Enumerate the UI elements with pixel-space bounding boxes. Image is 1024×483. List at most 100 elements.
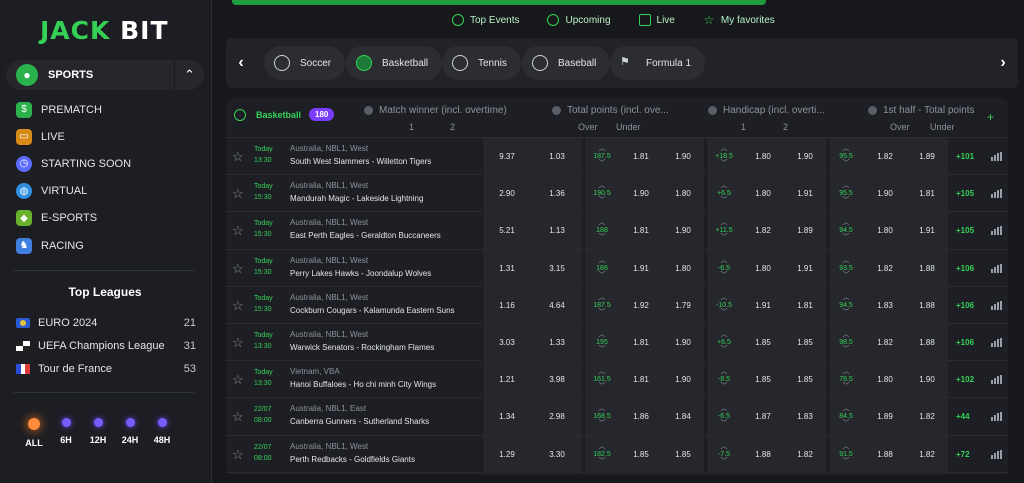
chevron-down-icon[interactable]: ﹀ bbox=[842, 308, 850, 316]
odd-half-under[interactable]: 1.90 bbox=[919, 375, 935, 385]
handicap-line-stepper[interactable]: ︿ +11.5 ﹀ bbox=[715, 219, 733, 242]
stats-bars-icon[interactable] bbox=[990, 338, 1002, 347]
table-row[interactable]: ☆ Today 13:30 Australia, NBL1, West Warwick … bbox=[226, 324, 1008, 362]
chevron-up-icon[interactable]: ︿ bbox=[842, 405, 850, 413]
sport-baseball[interactable]: Baseball bbox=[522, 46, 611, 80]
handicap-line-stepper[interactable]: ︿ -7.5 ﹀ bbox=[717, 442, 731, 465]
chevron-down-icon[interactable]: ﹀ bbox=[720, 234, 728, 242]
odd-handicap-2[interactable]: 1.85 bbox=[797, 375, 813, 385]
chevron-up-icon[interactable]: ︿ bbox=[720, 368, 728, 376]
chevron-up-icon[interactable]: ︿ bbox=[598, 182, 606, 190]
odd-away[interactable]: 2.98 bbox=[549, 412, 565, 422]
chevron-down-icon[interactable]: ﹀ bbox=[842, 271, 850, 279]
league-item[interactable]: Tour de France 53 bbox=[16, 363, 196, 375]
odd-half-over[interactable]: 1.90 bbox=[877, 189, 893, 199]
odd-handicap-1[interactable]: 1.88 bbox=[755, 449, 771, 459]
handicap-line-stepper[interactable]: ︿ -6.5 ﹀ bbox=[717, 256, 731, 279]
odd-over[interactable]: 1.81 bbox=[633, 338, 649, 347]
tab-top-events[interactable]: Top Events bbox=[452, 14, 519, 26]
odd-home[interactable]: 9.37 bbox=[499, 152, 515, 161]
odd-half-over[interactable]: 1.80 bbox=[877, 226, 893, 236]
odd-over[interactable]: 1.81 bbox=[633, 152, 649, 161]
market-1st-half-total[interactable]: 1st half - Total points bbox=[868, 105, 975, 116]
chevron-up-icon[interactable]: ︿ bbox=[598, 219, 606, 227]
tab-my-favorites[interactable]: ☆ My favorites bbox=[703, 13, 775, 27]
chevron-down-icon[interactable]: ﹀ bbox=[598, 197, 606, 205]
chevron-down-icon[interactable]: ﹀ bbox=[598, 346, 606, 353]
star-icon[interactable]: ☆ bbox=[232, 297, 244, 313]
odd-half-over[interactable]: 1.88 bbox=[877, 449, 893, 459]
odd-home[interactable]: 1.16 bbox=[499, 300, 515, 310]
total-line-stepper[interactable]: ︿ 190.5 ﹀ bbox=[593, 182, 611, 205]
tab-live[interactable]: Live bbox=[638, 14, 675, 26]
time-filter-all[interactable]: ALL bbox=[18, 418, 50, 448]
league-item[interactable]: UEFA Champions League 31 bbox=[16, 340, 196, 352]
chevron-up-icon[interactable]: ︿ bbox=[842, 293, 850, 301]
chevron-up-icon[interactable]: ︿ bbox=[842, 368, 850, 376]
table-row[interactable]: ☆ Today 15:30 Australia, NBL1, West East Per… bbox=[226, 212, 1008, 250]
table-row[interactable]: ☆ Today 15:30 Australia, NBL1, West Cockburn… bbox=[226, 286, 1008, 324]
odd-under[interactable]: 1.90 bbox=[675, 338, 691, 347]
odd-half-under[interactable]: 1.81 bbox=[919, 189, 935, 199]
chevron-up-icon[interactable]: ︿ bbox=[720, 182, 728, 190]
chevron-up-icon[interactable]: ︿ bbox=[720, 219, 728, 227]
odd-half-over[interactable]: 1.89 bbox=[877, 412, 893, 422]
odd-handicap-2[interactable]: 1.91 bbox=[797, 263, 813, 273]
sport-basketball[interactable]: Basketball bbox=[346, 46, 443, 80]
odd-home[interactable]: 2.90 bbox=[499, 189, 515, 199]
more-markets-link[interactable]: +72 bbox=[956, 449, 970, 459]
odd-handicap-1[interactable]: 1.85 bbox=[755, 338, 771, 347]
stats-bars-icon[interactable] bbox=[990, 263, 1002, 273]
sport-soccer[interactable]: Soccer bbox=[264, 46, 346, 80]
odd-home[interactable]: 1.29 bbox=[499, 449, 515, 459]
sport-formula-1[interactable]: ⚑ Formula 1 bbox=[610, 46, 706, 80]
chevron-up-icon[interactable]: ︿ bbox=[720, 405, 728, 413]
total-line-stepper[interactable]: ︿ 182.5 ﹀ bbox=[593, 442, 611, 465]
odd-away[interactable]: 1.13 bbox=[549, 226, 565, 236]
handicap-line-stepper[interactable]: ︿ -10.5 ﹀ bbox=[716, 293, 732, 316]
odd-handicap-1[interactable]: 1.85 bbox=[755, 375, 771, 385]
star-icon[interactable]: ☆ bbox=[232, 186, 244, 202]
odd-over[interactable]: 1.91 bbox=[633, 263, 649, 273]
sidebar-item-esports[interactable]: ◆ E-SPORTS bbox=[16, 205, 131, 232]
total-line-stepper[interactable]: ︿ 187.5 ﹀ bbox=[593, 293, 611, 316]
chevron-up-icon[interactable]: ︿ bbox=[842, 256, 850, 264]
time-filter-24h[interactable]: 24H bbox=[114, 418, 146, 448]
chevron-right-icon[interactable]: › bbox=[1000, 54, 1006, 71]
odd-handicap-1[interactable]: 1.80 bbox=[755, 263, 771, 273]
odd-half-over[interactable]: 1.82 bbox=[877, 152, 893, 161]
odd-under[interactable]: 1.79 bbox=[675, 300, 691, 310]
odd-handicap-2[interactable]: 1.81 bbox=[797, 300, 813, 310]
odd-handicap-2[interactable]: 1.82 bbox=[797, 449, 813, 459]
chevron-down-icon[interactable]: ﹀ bbox=[598, 271, 606, 279]
chevron-up-icon[interactable]: ︿ bbox=[720, 293, 728, 301]
time-filter-48h[interactable]: 48H bbox=[146, 418, 178, 448]
stats-bars-icon[interactable] bbox=[990, 152, 1002, 161]
market-handicap[interactable]: Handicap (incl. overti... bbox=[708, 105, 825, 116]
odd-half-over[interactable]: 1.83 bbox=[877, 300, 893, 310]
odd-handicap-1[interactable]: 1.82 bbox=[755, 226, 771, 236]
total-line-stepper[interactable]: ︿ 161.5 ﹀ bbox=[593, 368, 611, 391]
odd-home[interactable]: 1.31 bbox=[499, 263, 515, 273]
stats-bars-icon[interactable] bbox=[990, 300, 1002, 310]
odd-handicap-2[interactable]: 1.85 bbox=[797, 338, 813, 347]
total-line-stepper[interactable]: ︿ 187.5 ﹀ bbox=[593, 145, 611, 167]
sidebar-item-prematch[interactable]: $ PREMATCH bbox=[16, 96, 131, 123]
half-total-line-stepper[interactable]: ︿ 98.5 ﹀ bbox=[839, 331, 853, 353]
chevron-down-icon[interactable]: ﹀ bbox=[720, 346, 728, 353]
chevron-down-icon[interactable]: ﹀ bbox=[720, 197, 728, 205]
chevron-up-icon[interactable]: ︿ bbox=[842, 182, 850, 190]
star-icon[interactable]: ☆ bbox=[232, 335, 244, 350]
odd-away[interactable]: 1.33 bbox=[549, 338, 565, 347]
chevron-down-icon[interactable]: ﹀ bbox=[598, 234, 606, 242]
total-line-stepper[interactable]: ︿ 195 ﹀ bbox=[596, 331, 608, 353]
table-row[interactable]: ☆ Today 13:30 Vietnam, VBA Hanoi Buffaloes -… bbox=[226, 361, 1008, 399]
chevron-up-icon[interactable]: ︿ bbox=[598, 256, 606, 264]
odd-home[interactable]: 1.34 bbox=[499, 412, 515, 422]
chevron-up-icon[interactable]: ︿ bbox=[720, 442, 728, 450]
odd-half-under[interactable]: 1.88 bbox=[919, 300, 935, 310]
handicap-line-stepper[interactable]: ︿ -8.5 ﹀ bbox=[717, 368, 731, 391]
star-icon[interactable]: ☆ bbox=[232, 223, 244, 239]
chevron-down-icon[interactable]: ﹀ bbox=[842, 197, 850, 205]
more-markets-link[interactable]: +105 bbox=[956, 189, 975, 199]
